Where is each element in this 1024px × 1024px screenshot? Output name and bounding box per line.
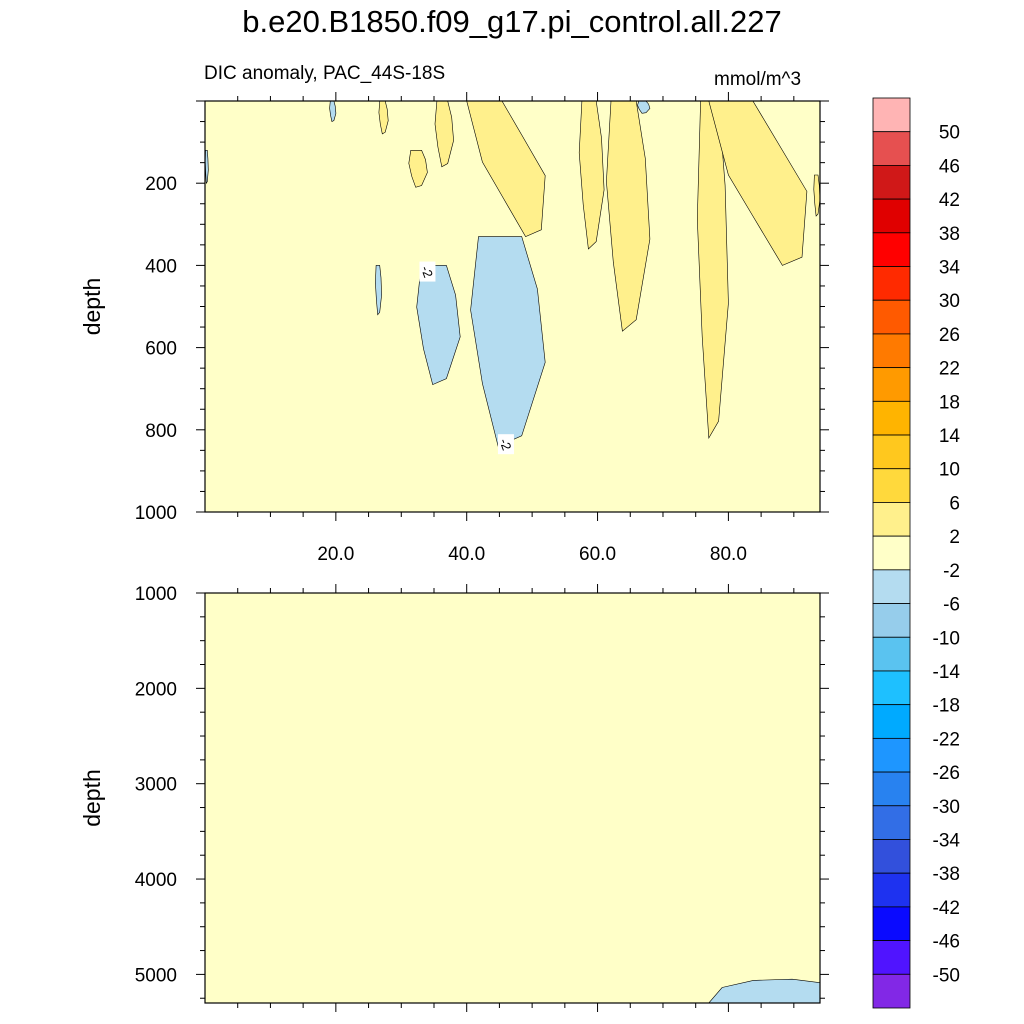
colorbar-box (872, 165, 911, 200)
contour-region (637, 101, 651, 114)
colorbar-box (872, 670, 911, 706)
colorbar-box (872, 400, 911, 436)
colorbar-label: -14 (933, 662, 961, 683)
contour-region (470, 236, 546, 447)
lower-contour-panel: 1000 2000 3000 4000 5000 depth (79, 584, 829, 1012)
contour-region (466, 101, 546, 237)
colorbar-label: 42 (939, 190, 960, 211)
colorbar-box (872, 535, 911, 571)
colorbar-box (872, 973, 911, 1009)
figure-title: b.e20.B1850.f09_g17.pi_control.all.227 (242, 4, 782, 39)
colorbar-label: 26 (939, 325, 960, 346)
contour-region (434, 101, 454, 168)
y-tick-label: 600 (145, 339, 177, 360)
colorbar-box (872, 569, 911, 604)
colorbar-label: 2 (949, 527, 960, 548)
colorbar-label: -46 (933, 932, 960, 953)
y-tick-label: 200 (145, 174, 177, 195)
colorbar-label: 46 (939, 156, 960, 177)
upper-panel-regions (205, 101, 820, 447)
colorbar-label: -34 (933, 830, 961, 851)
x-tick-label: 60.0 (579, 544, 616, 565)
colorbar-box (872, 704, 911, 739)
y-axis-label: depth (79, 278, 105, 336)
contour-label-box (419, 261, 436, 282)
y-tick-label: 1000 (135, 584, 177, 605)
y-tick-label: 3000 (135, 775, 177, 796)
colorbar-box (872, 468, 911, 503)
colorbar-label: -2 (943, 561, 960, 582)
x-tick-label: 20.0 (317, 544, 354, 565)
contour-region (408, 150, 428, 188)
contour-region (578, 101, 605, 250)
colorbar-box (872, 839, 911, 874)
contour-label-box (497, 434, 514, 455)
colorbar-label: -30 (933, 797, 960, 818)
colorbar-label: 30 (939, 291, 960, 312)
colorbar-box (872, 333, 911, 369)
y-axis-label: depth (79, 769, 105, 827)
colorbar-label: -18 (933, 696, 960, 717)
y-tick-label: 2000 (135, 679, 177, 700)
colorbar-box (872, 940, 911, 975)
colorbar-label: -38 (933, 864, 960, 885)
colorbar-box (872, 603, 911, 638)
contour-region (378, 101, 389, 135)
x-tick-label: 80.0 (710, 544, 747, 565)
y-tick-label: 1000 (135, 503, 177, 524)
y-tick-label: 800 (145, 421, 177, 442)
y-tick-label: 400 (145, 256, 177, 277)
contour-region (606, 101, 651, 332)
colorbar-label: 18 (939, 392, 960, 413)
upper-contour-panel: 200 400 600 800 1000 20.0 40.0 60.0 80.0 depth -2 -… (79, 92, 829, 565)
colorbar-label: -26 (933, 763, 960, 784)
colorbar-box (872, 872, 911, 908)
contour-region (708, 101, 808, 266)
contour-region (708, 978, 820, 1003)
colorbar-label: 14 (939, 426, 961, 447)
y-tick-label: 5000 (135, 965, 177, 986)
colorbar-label: 50 (939, 123, 960, 144)
colorbar-label: 34 (939, 258, 961, 279)
colorbar-label: 10 (939, 460, 960, 481)
colorbar-box (872, 131, 911, 166)
colorbar-box (872, 299, 911, 335)
colorbar-label: -50 (933, 965, 960, 986)
colorbar-label: -10 (933, 628, 960, 649)
colorbar-box (872, 266, 911, 301)
colorbar-box (872, 232, 911, 267)
colorbar-label: -42 (933, 898, 960, 919)
contour-region (329, 101, 337, 122)
colorbar-box (872, 434, 911, 470)
colorbar-box (872, 636, 911, 672)
lower-panel-regions (708, 978, 820, 1003)
contour-label: -2 (496, 436, 514, 452)
colorbar-box (872, 367, 911, 402)
colorbar-box (872, 906, 911, 941)
colorbar-box (872, 737, 911, 773)
lower-panel-frame (204, 592, 821, 1004)
lower-panel-background (205, 593, 820, 1003)
colorbar-label: 22 (939, 359, 960, 380)
colorbar-box (872, 805, 911, 840)
contour-label: -2 (418, 264, 436, 280)
y-tick-label: 4000 (135, 870, 177, 891)
colorbar-box (872, 771, 911, 807)
colorbar-box (872, 97, 911, 133)
units-label: mmol/m^3 (714, 69, 802, 90)
colorbar-label: -22 (933, 729, 960, 750)
contour-region (375, 265, 382, 316)
colorbar-box (872, 502, 911, 537)
colorbar-label: 6 (949, 493, 960, 514)
contour-region (813, 174, 820, 217)
colorbar-label: -6 (943, 595, 960, 616)
colorbar: 50 46 42 38 34 30 26 22 18 14 10 6 2 -2 -6 -10 -14 -18 -22… (872, 97, 961, 1009)
contour-region (416, 265, 461, 386)
colorbar-box (872, 198, 911, 234)
panel-subtitle: DIC anomaly, PAC_44S-18S (204, 63, 446, 84)
x-tick-label: 40.0 (448, 544, 485, 565)
colorbar-label: 38 (939, 224, 960, 245)
